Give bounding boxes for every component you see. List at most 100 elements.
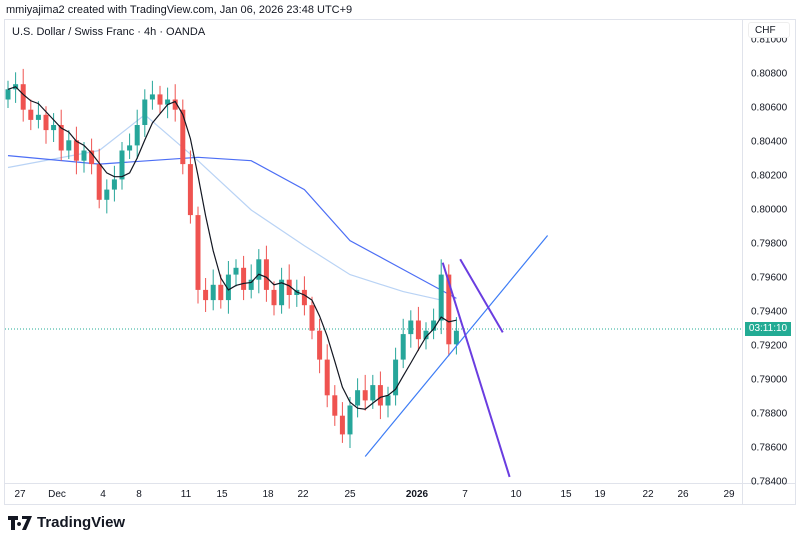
candle-body — [446, 274, 452, 345]
price-tick-label: 0.80600 — [751, 102, 788, 114]
candle-body — [66, 140, 72, 151]
candle-body — [187, 164, 193, 216]
candle-body — [362, 390, 368, 401]
time-tick-label: 25 — [344, 489, 356, 500]
price-axis-divider — [742, 19, 743, 505]
tradingview-logo-icon — [8, 515, 32, 530]
tradingview-logo: TradingView — [8, 514, 125, 531]
brand-name: TradingView — [37, 514, 126, 531]
chart-frame — [4, 19, 796, 505]
symbol-legend[interactable]: U.S. Dollar / Swiss Franc · 4h · OANDA — [12, 26, 206, 38]
price-tick-label: 0.78400 — [751, 476, 788, 488]
time-tick-label: 19 — [594, 489, 606, 500]
candle-body — [339, 415, 345, 435]
candle-body — [408, 320, 414, 335]
candle-body — [165, 99, 171, 105]
price-tick-label: 0.79200 — [751, 340, 788, 352]
time-tick-label: 26 — [677, 489, 689, 500]
time-tick-label: 29 — [723, 489, 735, 500]
ma-mid-line — [7, 114, 442, 301]
ma-short-line — [7, 86, 457, 410]
price-tick-label: 0.81000 — [751, 34, 788, 46]
candle-body — [332, 395, 338, 416]
candle-body — [28, 109, 34, 120]
candle-body — [195, 215, 201, 290]
candle-body — [279, 279, 285, 306]
time-tick-label: 18 — [262, 489, 274, 500]
price-tick-label: 0.79600 — [751, 272, 788, 284]
candle-body — [400, 334, 406, 360]
time-tick-label: Dec — [48, 489, 66, 500]
candle-body — [377, 385, 383, 406]
price-tick-label: 0.78800 — [751, 408, 788, 420]
candle-body — [5, 89, 11, 100]
time-tick-label: 7 — [462, 489, 468, 500]
candle-body — [157, 94, 163, 105]
price-tick-label: 0.78600 — [751, 442, 788, 454]
price-tick-label: 0.80400 — [751, 136, 788, 148]
candle-body — [355, 390, 361, 406]
candle-body — [96, 164, 102, 200]
candle-body — [134, 125, 140, 146]
candle-body — [317, 330, 323, 360]
candle-body — [301, 289, 307, 306]
candle-body — [393, 359, 399, 396]
candle-body — [127, 145, 133, 151]
time-tick-label: 11 — [180, 489, 192, 500]
candle-body — [20, 84, 26, 110]
candle-body — [73, 140, 79, 161]
candle-body — [35, 114, 41, 120]
candle-body — [149, 94, 155, 100]
purple-trendline — [459, 258, 504, 333]
candle-body — [58, 125, 64, 151]
candle-body — [256, 259, 262, 280]
candle-body — [453, 330, 459, 345]
candle-body — [180, 109, 186, 165]
price-tick-label: 0.79400 — [751, 306, 788, 318]
candle-body — [81, 150, 87, 161]
candle-body — [89, 150, 95, 165]
candle-body — [233, 267, 239, 275]
candle-body — [248, 279, 254, 290]
time-tick-label: 4 — [100, 489, 106, 500]
price-tick-label: 0.79800 — [751, 238, 788, 250]
candle-body — [324, 359, 330, 396]
price-tick-label: 0.79000 — [751, 374, 788, 386]
candle-body — [385, 395, 391, 406]
candle-body — [309, 305, 315, 331]
time-tick-label: 22 — [297, 489, 309, 500]
bar-countdown: 03:11:10 — [745, 322, 791, 336]
candle-body — [203, 289, 209, 301]
candle-body — [43, 114, 49, 131]
candle-body — [104, 189, 110, 200]
ma-long-line — [7, 155, 457, 299]
candle-body — [271, 289, 277, 306]
currency-label[interactable]: CHF — [748, 22, 790, 38]
time-tick-label: 27 — [14, 489, 26, 500]
time-axis-divider — [4, 483, 796, 484]
candle-body — [423, 330, 429, 340]
candle-body — [111, 179, 117, 190]
candle-body — [51, 125, 57, 131]
time-tick-label: 2026 — [405, 489, 429, 500]
candle-body — [172, 99, 178, 110]
time-tick-label: 15 — [560, 489, 572, 500]
candle-body — [347, 405, 353, 435]
candle-body — [225, 274, 231, 301]
time-tick-label: 15 — [216, 489, 228, 500]
time-tick-label: 22 — [642, 489, 654, 500]
price-tick-label: 0.80800 — [751, 68, 788, 80]
candle-body — [142, 99, 148, 125]
candle-body — [119, 150, 125, 180]
credit-text: mmiyajima2 created with TradingView.com,… — [6, 4, 353, 16]
candle-body — [438, 274, 444, 321]
blue-trendline — [364, 235, 549, 457]
purple-trendline — [441, 262, 511, 478]
price-tick-label: 0.80200 — [751, 170, 788, 182]
time-tick-label: 10 — [510, 489, 522, 500]
candle-body — [241, 267, 247, 290]
candle-body — [263, 259, 269, 290]
candle-body — [415, 320, 421, 340]
candle-body — [431, 320, 437, 331]
